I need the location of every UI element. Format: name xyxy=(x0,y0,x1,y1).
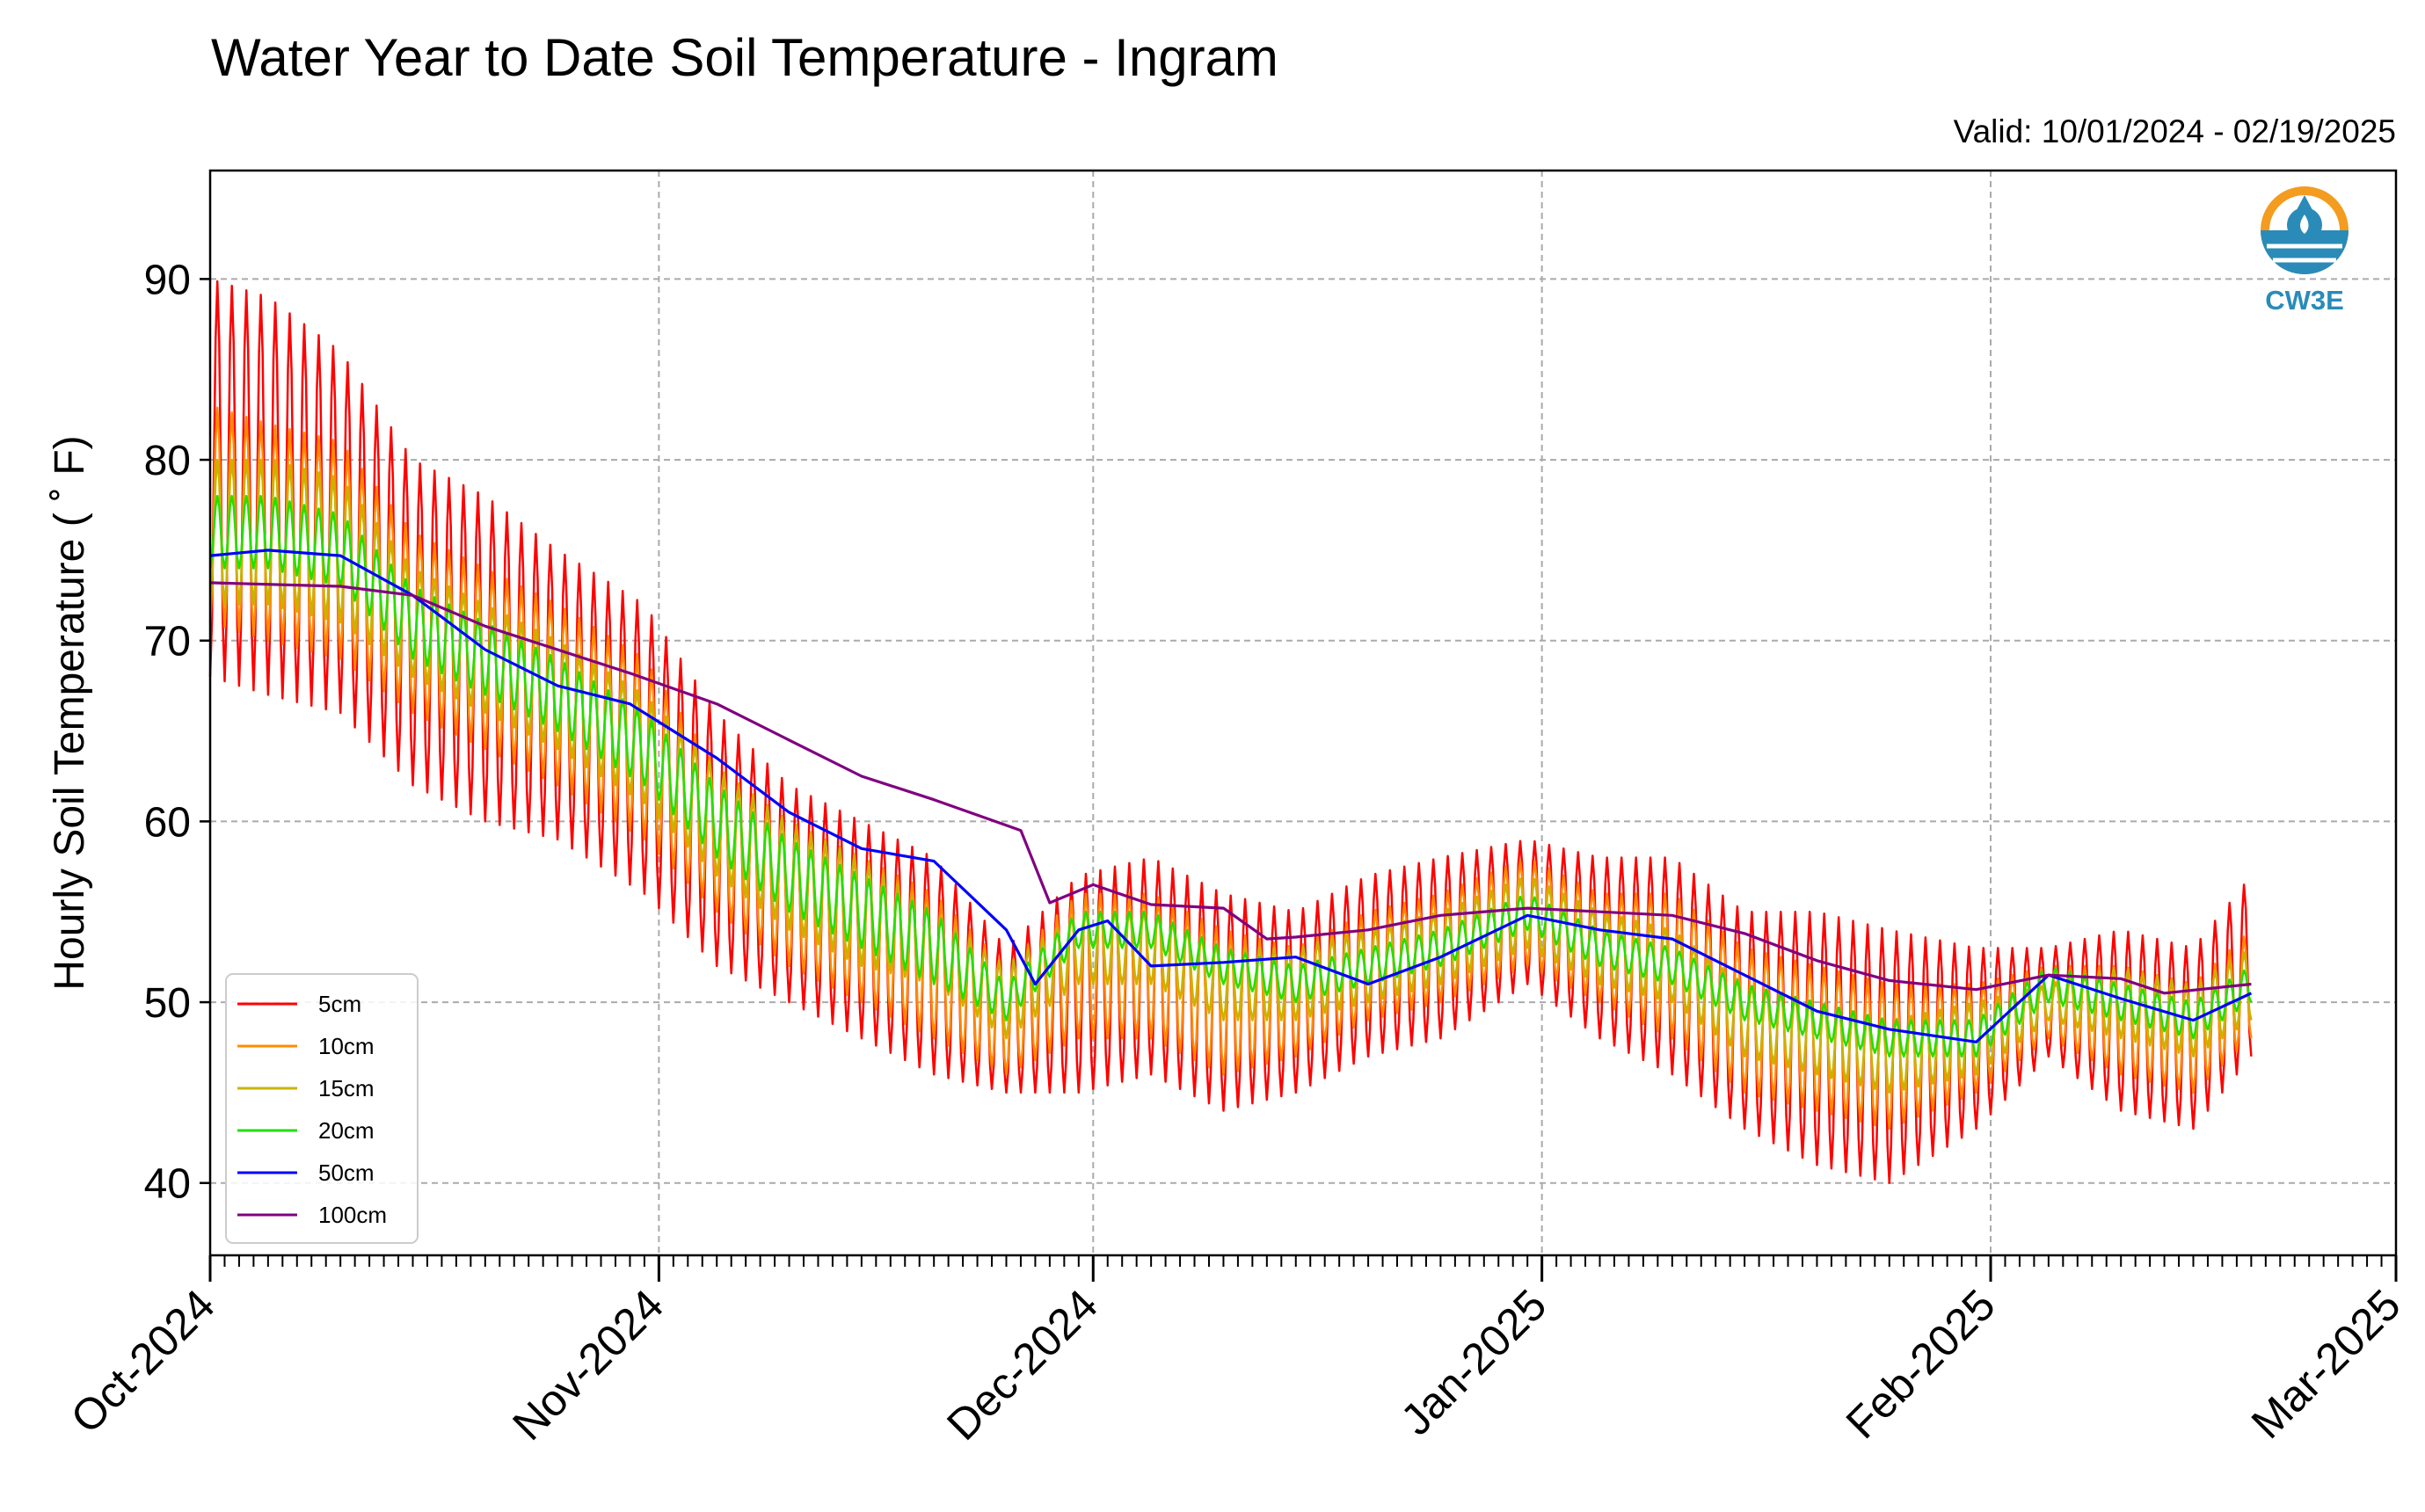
legend-frame xyxy=(225,973,419,1244)
y-tick-label: 90 xyxy=(144,257,191,303)
series-line-5cm xyxy=(208,280,2253,1184)
logo-text: CW3E xyxy=(2265,285,2344,316)
legend-label: 20cm xyxy=(318,1117,375,1144)
chart-title: Water Year to Date Soil Temperature - In… xyxy=(211,28,1278,87)
series-layer xyxy=(208,280,2253,1184)
legend-label: 5cm xyxy=(318,991,361,1017)
series-line-20cm xyxy=(208,494,2253,1058)
legend-label: 100cm xyxy=(318,1202,387,1228)
series-line-100cm xyxy=(209,581,2252,995)
y-tick-label: 60 xyxy=(144,799,191,846)
y-axis-label: Hourly Soil Temperature ( ˚ F) xyxy=(47,435,93,990)
legend: 5cm 10cm 15cm 20cm 50cm 100cm xyxy=(225,973,419,1244)
plot-frame xyxy=(208,169,2398,1257)
water-drop-icon xyxy=(2261,186,2349,274)
legend-label: 15cm xyxy=(318,1075,375,1101)
y-tick-label: 50 xyxy=(144,980,191,1027)
y-tick-label: 80 xyxy=(144,438,191,484)
legend-label: 10cm xyxy=(318,1033,375,1059)
series-line-50cm xyxy=(209,549,2253,1043)
y-tick-label: 70 xyxy=(144,619,191,665)
series-line-15cm xyxy=(208,458,2253,1094)
valid-date-range: Valid: 10/01/2024 - 02/19/2025 xyxy=(1954,113,2396,149)
y-tick-label: 40 xyxy=(144,1161,191,1208)
legend-label: 50cm xyxy=(318,1159,375,1186)
cw3e-logo: CW3E xyxy=(2261,186,2349,316)
